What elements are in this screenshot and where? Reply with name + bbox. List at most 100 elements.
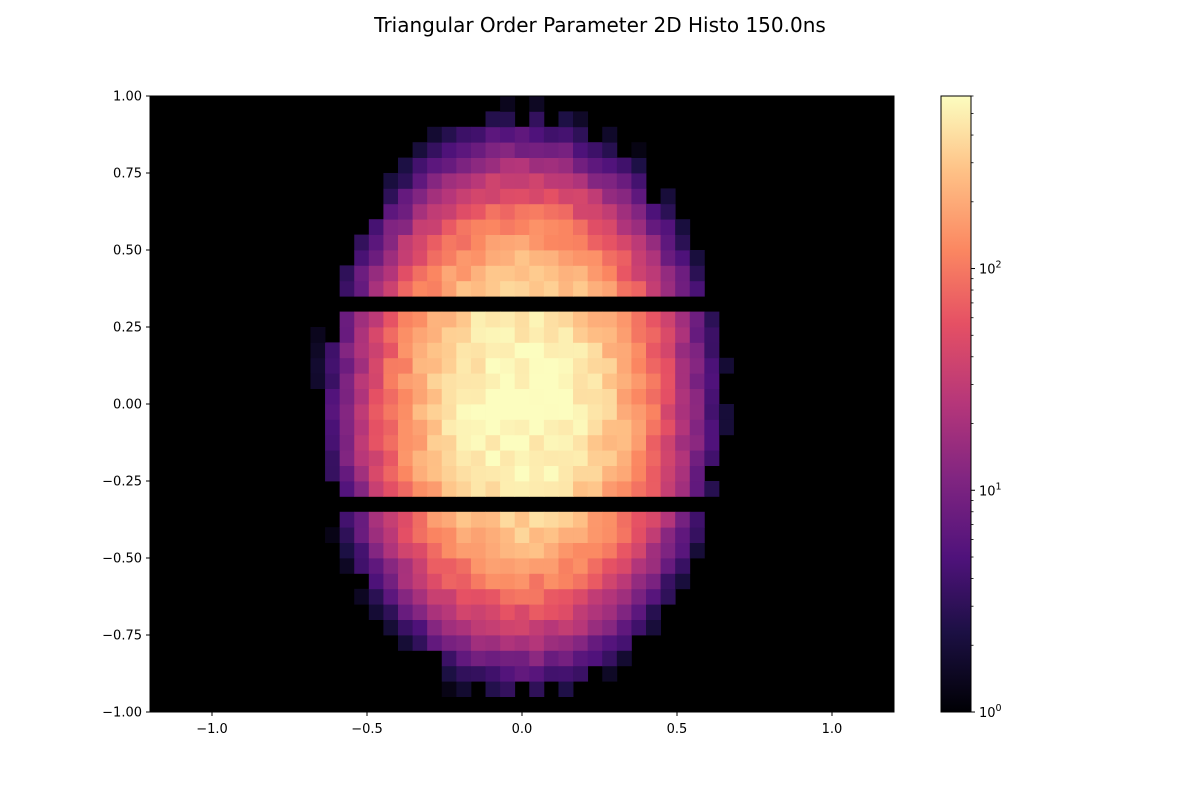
heatmap-cell [485,481,501,497]
heatmap-cell [398,203,413,220]
heatmap-cell [573,650,589,667]
heatmap-cell [470,219,486,235]
heatmap-cell [514,635,530,651]
heatmap-cell [500,573,516,590]
heatmap-cell [500,234,516,251]
heatmap-cell [587,250,603,266]
heatmap-cell [485,465,501,482]
heatmap-cell [427,481,443,497]
heatmap-cell [689,373,705,389]
heatmap-cell [500,203,516,220]
heatmap-cell [441,558,457,574]
heatmap-cell [441,265,457,282]
heatmap-cell [514,511,530,528]
heatmap-cell [500,280,516,297]
heatmap-cell [543,434,559,451]
heatmap-cell [470,280,486,297]
heatmap-cell [573,665,589,682]
heatmap-cell [529,434,545,451]
heatmap-cell [660,311,676,328]
heatmap-cell [514,342,530,359]
heatmap-cell [602,481,618,497]
heatmap-cell [529,219,545,235]
heatmap-cell [631,465,647,482]
heatmap-cell [514,588,530,605]
heatmap-cell [383,604,399,620]
heatmap-cell [398,357,413,374]
heatmap-cell [616,203,632,220]
heatmap-cell [675,558,691,574]
heatmap-cell [368,511,384,528]
heatmap-cell [470,604,486,620]
heatmap-cell [485,126,501,143]
heatmap-cell [456,203,472,220]
heatmap-cell [616,650,632,667]
heatmap-cell [587,173,603,189]
heatmap-cell [660,357,676,374]
heatmap-cell [558,126,574,143]
heatmap-cell [514,142,530,158]
heatmap-cell [602,542,618,559]
heatmap-cell [529,96,545,112]
heatmap-cell [675,465,691,482]
heatmap-cell [631,357,647,374]
heatmap-cell [500,373,516,389]
heatmap-cell [573,311,589,328]
heatmap-cell [543,250,559,266]
heatmap-cell [368,573,384,590]
heatmap-cell [398,342,413,359]
heatmap-cell [529,157,545,174]
heatmap-cell [616,511,632,528]
heatmap-cell [398,188,413,205]
heatmap-cell [485,111,501,128]
heatmap-cell [616,419,632,436]
heatmap-cell [470,357,486,374]
heatmap-cell [339,450,355,466]
heatmap-cell [456,588,472,605]
heatmap-cell [412,280,428,297]
heatmap-cell [412,219,428,235]
heatmap-cell [412,635,428,651]
heatmap-cell [514,665,530,682]
heatmap-cell [500,219,516,235]
heatmap-cell [602,665,618,682]
heatmap-cell [660,234,676,251]
heatmap-cell [368,465,384,482]
heatmap-cell [616,173,632,189]
heatmap-cell [646,527,661,543]
heatmap-cell [514,234,530,251]
heatmap-cell [631,234,647,251]
heatmap-cell [543,404,559,420]
heatmap-cell [441,188,457,205]
heatmap-cell [529,142,545,158]
heatmap-cell [558,419,574,436]
heatmap-cell [543,650,559,667]
heatmap-cell [325,434,341,451]
heatmap-cell [602,573,618,590]
heatmap-cell [398,434,413,451]
heatmap-cell [456,481,472,497]
heatmap-cell [558,342,574,359]
colorbar-tick-label: 101 [979,481,1002,499]
heatmap-cell [470,511,486,528]
heatmap-cell [398,280,413,297]
heatmap-cell [514,619,530,636]
heatmap-cell [689,465,705,482]
y-tick-label: −0.75 [102,629,142,644]
heatmap-cell [441,635,457,651]
heatmap-cell [689,404,705,420]
heatmap-cell [675,542,691,559]
heatmap-cell [529,604,545,620]
colorbar-ticks: 100 101 102 [971,95,1002,721]
heatmap-cell [354,357,370,374]
heatmap-cell [427,311,443,328]
colorbar-frame [940,95,972,713]
heatmap-cell [558,465,574,482]
heatmap-cell [456,142,472,158]
heatmap-cell [602,357,618,374]
heatmap-cell [675,511,691,528]
heatmap-cell [470,311,486,328]
heatmap-cell [325,404,341,420]
heatmap-cell [470,450,486,466]
heatmap-cell [616,234,632,251]
